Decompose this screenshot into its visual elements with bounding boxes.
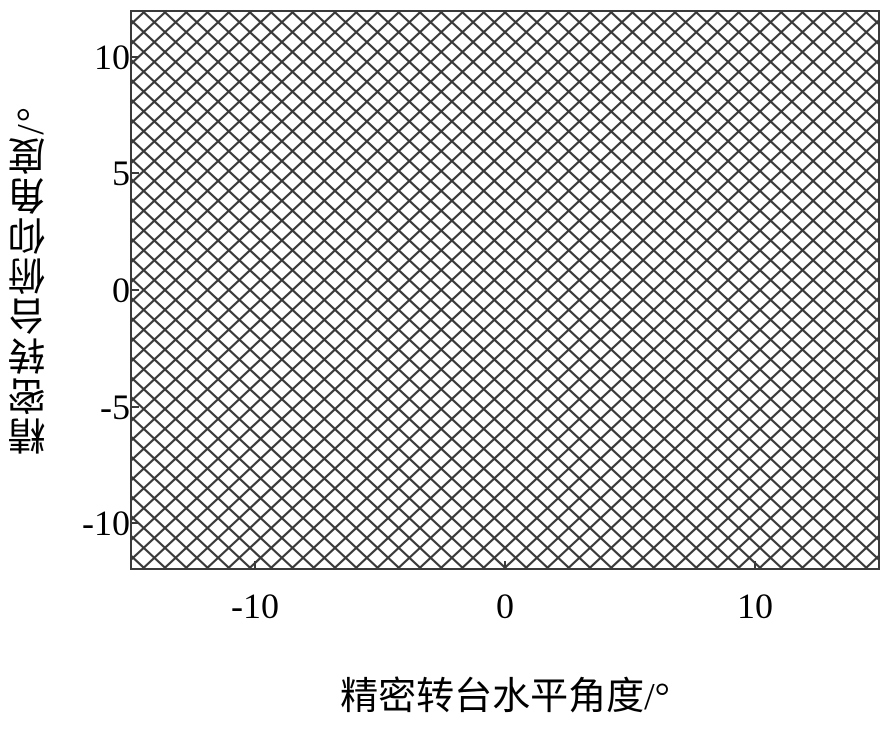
y-tick-mark — [130, 56, 139, 58]
axis-frame — [130, 10, 880, 570]
y-tick-mark — [130, 172, 139, 174]
x-tick-label: -10 — [231, 585, 279, 627]
y-tick-label: 10 — [10, 36, 130, 78]
y-tick-label: -10 — [10, 502, 130, 544]
y-tick-mark — [130, 406, 139, 408]
x-tick-mark — [504, 561, 506, 570]
x-axis-label: 精密转台水平角度/° — [130, 665, 880, 720]
chart-container: 精密转台俯仰角度/° 精密转台水平角度/° -10-50510-10010 — [0, 0, 892, 736]
x-tick-label: 0 — [496, 585, 514, 627]
y-tick-mark — [130, 289, 139, 291]
y-tick-mark — [130, 522, 139, 524]
x-tick-label: 10 — [737, 585, 773, 627]
y-tick-label: 5 — [10, 152, 130, 194]
y-tick-label: 0 — [10, 269, 130, 311]
y-tick-label: -5 — [10, 386, 130, 428]
plot-area — [130, 10, 880, 570]
x-tick-mark — [754, 561, 756, 570]
x-tick-mark — [254, 561, 256, 570]
